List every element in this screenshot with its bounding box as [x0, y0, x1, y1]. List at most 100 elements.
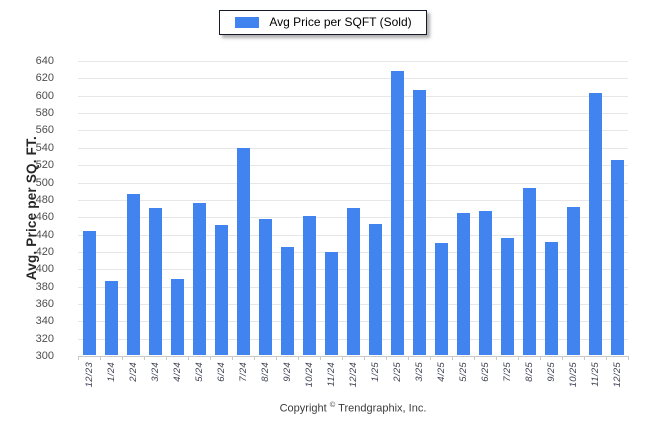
gridline: [78, 147, 628, 149]
y-axis-tick-label: 380: [35, 280, 54, 293]
y-axis-tick-label: 440: [35, 228, 54, 241]
y-axis-tick-label: 360: [35, 297, 54, 310]
x-axis-tick-mark: [254, 356, 255, 360]
plot-area: [78, 61, 629, 360]
x-axis-tick-label: 8/25: [523, 362, 535, 382]
gridline: [78, 199, 628, 201]
legend-row: Avg Price per SQFT (Sold): [0, 10, 646, 35]
x-axis-tick-mark: [386, 356, 387, 360]
x-axis-tick-label: 1/25: [369, 362, 381, 382]
x-axis-tick-label: 5/25: [457, 362, 469, 382]
y-axis-tick-label: 620: [35, 72, 54, 85]
x-axis-tick-mark: [408, 356, 409, 360]
x-axis-tick-label: 12/24: [347, 362, 359, 388]
x-axis-tick-mark: [122, 356, 123, 360]
x-axis-tick-label: 12/25: [611, 362, 623, 388]
x-axis-tick-mark: [474, 356, 475, 360]
x-axis-tick-label: 2/25: [391, 362, 403, 382]
bar: [544, 242, 558, 355]
x-axis-tick-label: 3/25: [413, 362, 425, 382]
x-axis-tick-mark: [276, 356, 277, 360]
x-axis-tick-mark: [232, 356, 233, 360]
x-axis-tick-label: 2/24: [127, 362, 139, 382]
bar: [412, 90, 426, 355]
x-axis-tick-label: 9/25: [545, 362, 557, 382]
bar: [588, 93, 602, 355]
bar: [434, 243, 448, 355]
bar: [280, 246, 294, 355]
legend-swatch-icon: [235, 17, 260, 28]
x-axis-tick-label: 6/25: [479, 362, 491, 382]
x-axis-tick-label: 4/24: [171, 362, 183, 382]
x-axis-tick-mark: [364, 356, 365, 360]
bar: [346, 208, 360, 355]
y-axis-tick-label: 560: [35, 124, 54, 137]
x-axis-tick-label: 10/25: [567, 362, 579, 388]
x-axis-tick-mark: [342, 356, 343, 360]
y-axis-tick-label: 600: [35, 89, 54, 102]
y-axis-tick-label: 320: [35, 332, 54, 345]
gridline: [78, 113, 628, 115]
gridline: [78, 182, 628, 184]
x-axis-tick-label: 7/24: [237, 362, 249, 382]
bar: [610, 159, 624, 355]
bar: [566, 206, 580, 355]
bar: [126, 193, 140, 355]
x-axis-tick-mark: [584, 356, 585, 360]
bar: [500, 237, 514, 355]
y-axis-tick-label: 480: [35, 193, 54, 206]
bar: [302, 216, 316, 355]
y-axis-tick-label: 580: [35, 107, 54, 120]
copyright: Copyright © Trendgraphix, Inc.: [78, 400, 628, 415]
x-axis-tick-mark: [430, 356, 431, 360]
x-axis-tick-mark: [298, 356, 299, 360]
y-axis-tick-label: 340: [35, 315, 54, 328]
x-axis-tick-label: 9/24: [281, 362, 293, 382]
x-axis-tick-mark: [320, 356, 321, 360]
x-axis-tick-label: 8/24: [259, 362, 271, 382]
y-axis-tick-label: 540: [35, 141, 54, 154]
gridline: [78, 165, 628, 167]
copyright-suffix: Trendgraphix, Inc.: [338, 402, 427, 415]
bar: [148, 207, 162, 355]
bar: [214, 224, 228, 355]
x-axis-tick-mark: [144, 356, 145, 360]
gridline: [78, 95, 628, 97]
x-axis-tick-label: 11/24: [325, 362, 337, 387]
bar: [236, 147, 250, 355]
x-axis-tick-label: 7/25: [501, 362, 513, 382]
bar: [170, 278, 184, 355]
bar: [390, 71, 404, 355]
x-axis-tick-mark: [496, 356, 497, 360]
x-axis-tick-label: 10/24: [303, 362, 315, 388]
x-axis-tick-mark: [540, 356, 541, 360]
x-axis-tick-mark: [518, 356, 519, 360]
x-axis-tick-mark: [100, 356, 101, 360]
x-axis-tick-mark: [452, 356, 453, 360]
bar: [456, 212, 470, 355]
bar: [82, 230, 96, 355]
bar: [478, 211, 492, 355]
x-axis-tick-label: 3/24: [149, 362, 161, 382]
y-axis-title: Avg. Price per SQ. FT.: [23, 136, 39, 281]
x-axis-tick-label: 6/24: [215, 362, 227, 382]
bar: [258, 218, 272, 355]
legend-label: Avg Price per SQFT (Sold): [269, 15, 412, 29]
y-axis-tick-label: 520: [35, 159, 54, 172]
y-axis-tick-label: 400: [35, 263, 54, 276]
legend: Avg Price per SQFT (Sold): [219, 10, 427, 35]
copyright-prefix: Copyright: [279, 402, 327, 415]
bar: [192, 203, 206, 355]
gridline: [78, 130, 628, 132]
x-axis-tick-mark: [188, 356, 189, 360]
y-axis-tick-label: 420: [35, 245, 54, 258]
x-axis-tick-mark: [78, 356, 79, 360]
bar: [368, 224, 382, 355]
x-axis-tick-label: 11/25: [589, 362, 601, 387]
x-axis-line: [78, 356, 628, 357]
x-axis-tick-label: 1/24: [105, 362, 117, 382]
copyright-symbol-icon: ©: [329, 400, 336, 409]
gridline: [78, 78, 628, 80]
